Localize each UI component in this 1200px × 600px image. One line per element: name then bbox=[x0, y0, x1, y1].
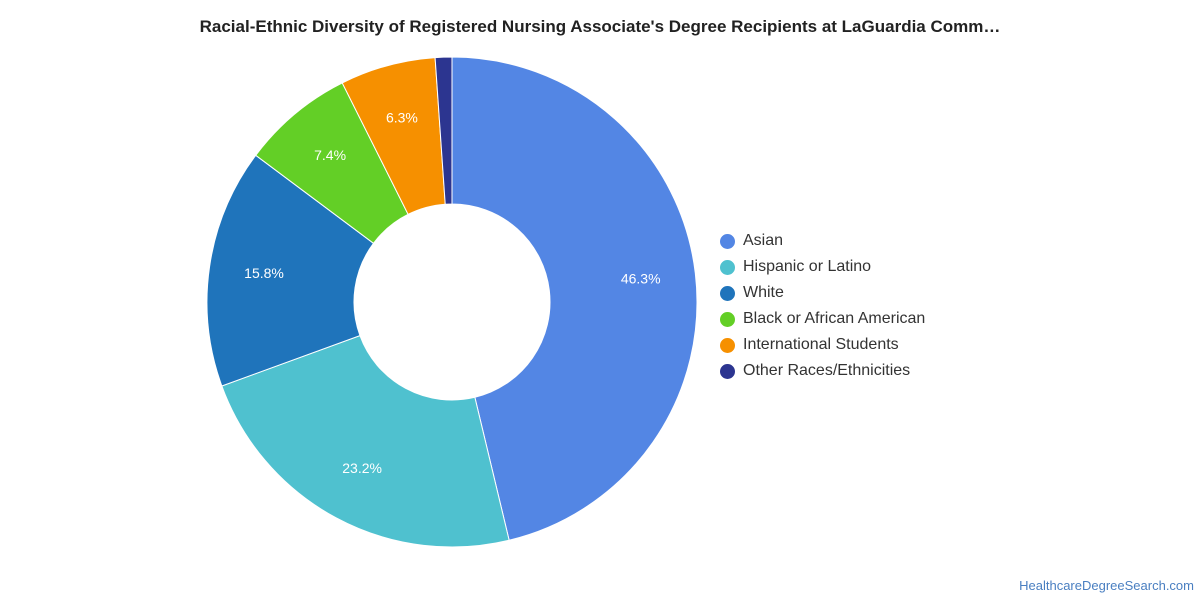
slice-label-hispanic-or-latino: 23.2% bbox=[342, 460, 382, 476]
legend-item-other-races-ethnicities[interactable]: Other Races/Ethnicities bbox=[720, 358, 925, 384]
legend-item-hispanic-or-latino[interactable]: Hispanic or Latino bbox=[720, 254, 925, 280]
slice-other-races-ethnicities[interactable] bbox=[434, 56, 453, 205]
legend-label: Hispanic or Latino bbox=[743, 258, 872, 275]
legend-swatch-icon bbox=[720, 311, 735, 327]
legend-swatch-icon bbox=[720, 233, 735, 249]
slices-group bbox=[206, 56, 698, 548]
slice-hispanic-or-latino[interactable] bbox=[221, 334, 510, 548]
legend-swatch-icon bbox=[720, 259, 735, 275]
legend-item-asian[interactable]: Asian bbox=[720, 228, 925, 254]
chart-title: Racial-Ethnic Diversity of Registered Nu… bbox=[199, 17, 1001, 36]
legend-item-black-or-african-american[interactable]: Black or African American bbox=[720, 306, 925, 332]
legend-swatch-icon bbox=[720, 285, 735, 301]
legend: Asian Hispanic or Latino White Black or Afr… bbox=[720, 228, 925, 384]
legend-label: International Students bbox=[743, 336, 899, 353]
source-link[interactable]: HealthcareDegreeSearch.com bbox=[1019, 578, 1194, 593]
legend-item-international-students[interactable]: International Students bbox=[720, 332, 925, 358]
slice-label-white: 15.8% bbox=[244, 265, 284, 281]
slice-asian[interactable] bbox=[451, 56, 698, 541]
legend-label: Black or African American bbox=[743, 310, 926, 327]
slice-white[interactable] bbox=[206, 154, 375, 387]
legend-item-white[interactable]: White bbox=[720, 280, 925, 306]
slice-labels-group: 46.3% 23.2% 15.8% 7.4% 6.3% bbox=[244, 109, 660, 476]
slice-label-asian: 46.3% bbox=[621, 270, 661, 286]
legend-label: Asian bbox=[743, 232, 784, 249]
legend-swatch-icon bbox=[720, 337, 735, 353]
legend-swatch-icon bbox=[720, 363, 735, 379]
slice-label-black-or-african-american: 7.4% bbox=[314, 147, 346, 163]
legend-label: White bbox=[743, 284, 784, 301]
legend-label: Other Races/Ethnicities bbox=[743, 362, 911, 379]
slice-label-international-students: 6.3% bbox=[386, 109, 418, 125]
